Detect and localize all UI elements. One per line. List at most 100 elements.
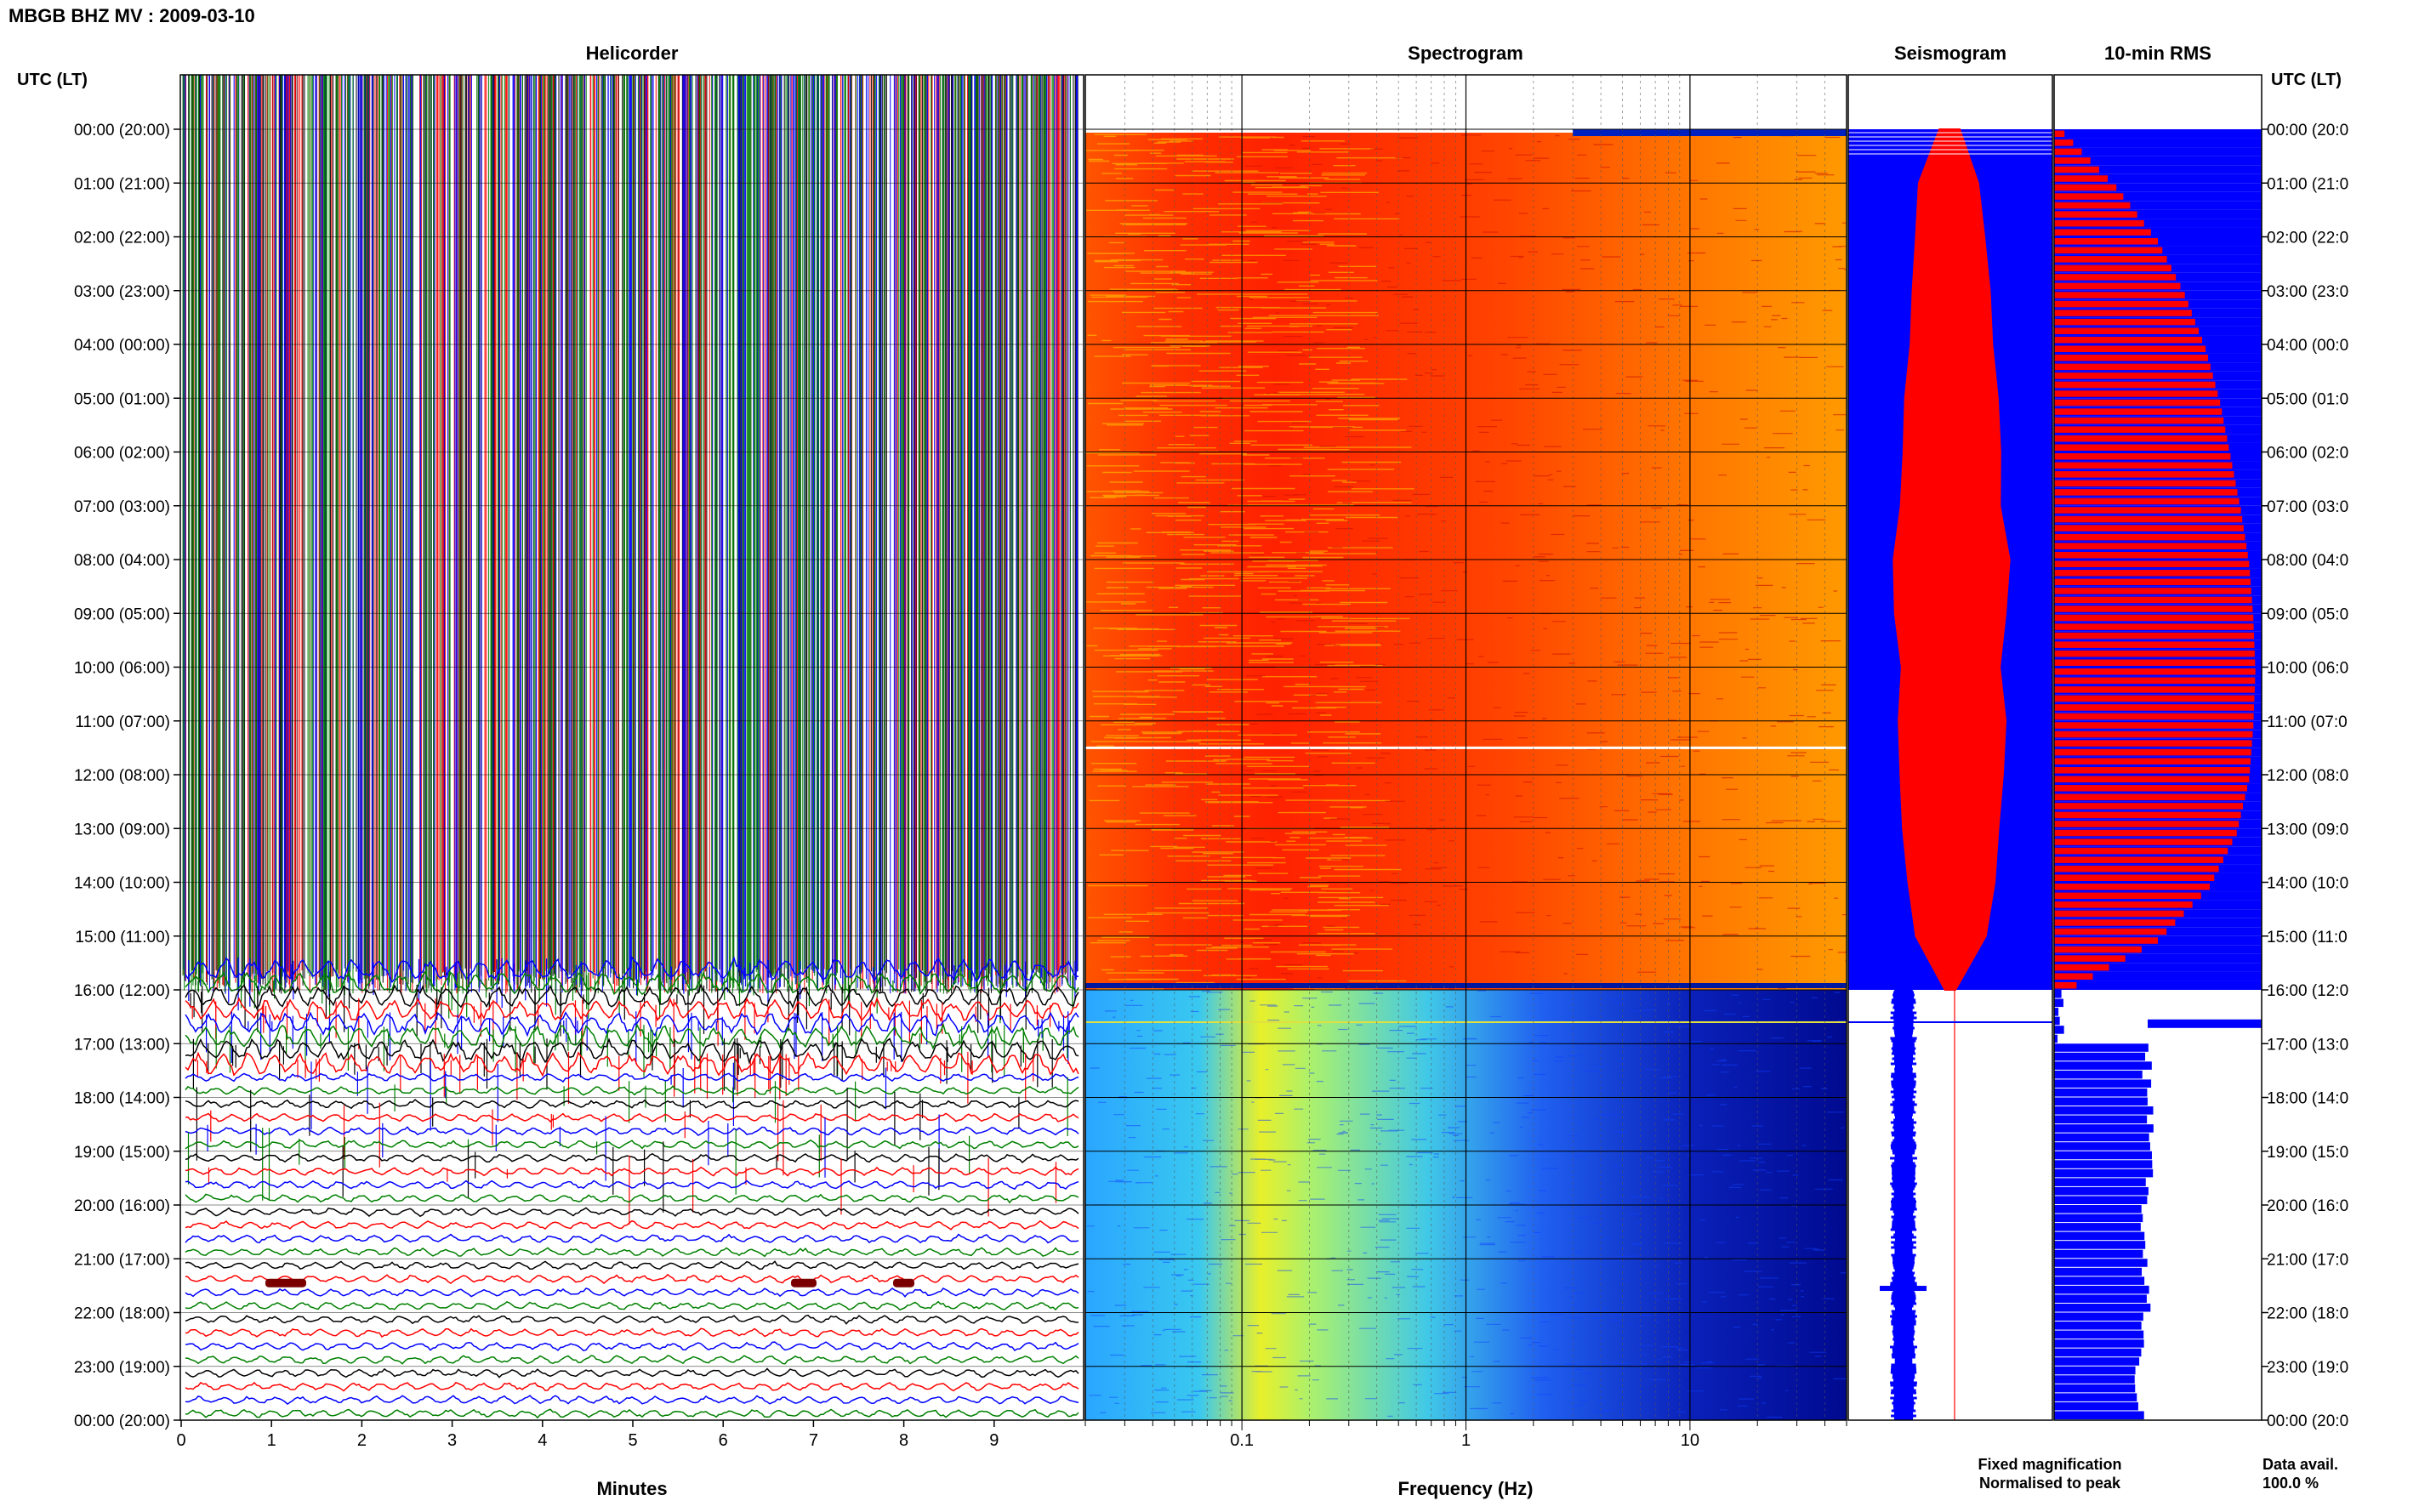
- rms-bar: [2054, 1016, 2060, 1026]
- rms-bar: [2054, 748, 2251, 756]
- rms-bar: [2054, 1276, 2145, 1285]
- rms-bar-bg: [2054, 147, 2262, 156]
- helicorder-transient: [190, 984, 1027, 1037]
- rms-bar: [2054, 865, 2219, 873]
- spectrogram-xtick-label: 10: [1681, 1431, 1699, 1450]
- left-ytick-label: 19:00 (15:00): [74, 1144, 170, 1162]
- left-ytick-label: 15:00 (11:00): [75, 929, 170, 946]
- left-ytick-label: 21:00 (17:00): [74, 1251, 170, 1269]
- rms-bar: [2054, 157, 2091, 164]
- rms-bar: [2054, 1160, 2153, 1168]
- left-ytick-label: 00:00 (20:00): [74, 122, 170, 139]
- rms-bar: [2054, 998, 2063, 1008]
- rms-bar: [2054, 1312, 2143, 1322]
- left-ytick-label: 03:00 (23:00): [74, 283, 170, 301]
- helicorder-trace: [185, 1287, 1079, 1298]
- rms-bar: [2054, 1267, 2143, 1276]
- helicorder-xtick-label: 2: [357, 1431, 367, 1450]
- rms-bar: [2054, 981, 2077, 989]
- rms-bar: [2054, 229, 2151, 236]
- rms-spike: [2148, 1019, 2262, 1028]
- rms-bar: [2054, 1241, 2146, 1249]
- rms-bar-bg: [2054, 201, 2262, 210]
- rms-bar: [2054, 292, 2185, 298]
- right-ytick-label: 16:00 (12:0: [2267, 982, 2348, 1000]
- helicorder-trace: [185, 1367, 1079, 1378]
- rms-bar: [2054, 596, 2252, 604]
- rms-bar: [2054, 659, 2256, 666]
- rms-bar: [2054, 453, 2231, 460]
- rms-bar: [2054, 417, 2224, 424]
- rms-bar: [2054, 525, 2244, 531]
- rms-bar: [2054, 175, 2109, 182]
- rms-bar: [2054, 1196, 2148, 1204]
- left-ytick-label: 07:00 (03:00): [74, 498, 170, 516]
- rms-bar: [2054, 829, 2237, 837]
- right-ytick-label: 08:00 (04:0: [2267, 552, 2348, 570]
- right-ytick-label: 03:00 (23:0: [2267, 283, 2348, 301]
- rms-bar: [2054, 1034, 2058, 1043]
- rms-bar: [2054, 1322, 2142, 1330]
- helicorder-trace: [185, 1099, 1079, 1110]
- seismogram-normalised-envelope: [1893, 128, 2011, 991]
- left-ytick-label: 13:00 (09:00): [74, 821, 170, 838]
- right-ytick-label: 13:00 (09:0: [2267, 821, 2348, 838]
- right-ytick-label: 01:00 (21:0: [2267, 175, 2348, 193]
- seismogram-event: [1880, 1286, 1927, 1292]
- left-ytick-label: 08:00 (04:00): [74, 552, 170, 570]
- rms-bar: [2054, 884, 2210, 890]
- rms-bar: [2054, 148, 2082, 156]
- right-ytick-label: 10:00 (06:0: [2267, 660, 2348, 678]
- rms-bar: [2054, 256, 2167, 263]
- helicorder-title: Helicorder: [586, 43, 679, 64]
- right-ytick-label: 00:00 (20:0: [2267, 122, 2348, 139]
- helicorder-frame: [179, 74, 1084, 1421]
- rms-bar: [2054, 489, 2238, 496]
- helicorder-trace: [185, 1355, 1079, 1365]
- rms-bar: [2054, 901, 2193, 908]
- rms-bar: [2054, 1052, 2146, 1061]
- legend-normalised: Normalised to peak: [1979, 1475, 2121, 1492]
- left-ytick-label: 09:00 (05:00): [74, 605, 170, 623]
- rms-bar-bg: [2054, 219, 2262, 228]
- helicorder-trace: [185, 1179, 1079, 1191]
- rms-bar-bg: [2054, 945, 2262, 954]
- helicorder-trace: [185, 1126, 1079, 1137]
- rms-bar: [2054, 139, 2074, 146]
- rms-bar: [2054, 785, 2247, 792]
- helicorder-trace: [185, 1260, 1079, 1270]
- rms-bar: [2054, 1357, 2140, 1366]
- rms-bar: [2054, 507, 2241, 514]
- rms-bar: [2054, 130, 2065, 138]
- helicorder-trace: [185, 1139, 1079, 1150]
- rms-bar: [2054, 264, 2171, 272]
- helicorder-trace: [185, 1037, 1079, 1065]
- right-ytick-label: 02:00 (22:0: [2267, 230, 2348, 247]
- tick-labels: 0 1 2 3 4 5 6 7 8 9 0.1 1 10 00:00 (20:00) 00:00 (20:0…: [74, 122, 2348, 1450]
- left-ytick-label: 23:00 (19:00): [74, 1359, 170, 1377]
- rms-bar: [2054, 1106, 2154, 1115]
- spectrogram-title: Spectrogram: [1408, 43, 1523, 64]
- rms-bar: [2054, 435, 2228, 442]
- helicorder-trace: [185, 969, 1079, 997]
- right-ytick-label: 20:00 (16:0: [2267, 1197, 2348, 1215]
- helicorder-transient: [342, 1141, 940, 1213]
- rms-bar: [2054, 740, 2252, 747]
- helicorder-trace: [185, 1341, 1079, 1352]
- helicorder-xtick-label: 6: [719, 1431, 728, 1450]
- seismogram-title: Seismogram: [1894, 43, 2006, 64]
- rms-bar: [2054, 578, 2251, 586]
- helicorder-trace: [185, 1193, 1079, 1204]
- left-ytick-label: 01:00 (21:00): [74, 175, 170, 193]
- right-ytick-label: 04:00 (00:0: [2267, 337, 2348, 355]
- left-ytick-label: 22:00 (18:00): [74, 1305, 170, 1323]
- rms-bar: [2054, 668, 2256, 675]
- rms-bar: [2054, 614, 2254, 622]
- seismogram-fixed-quiet-trace: [1890, 988, 1917, 1420]
- rms-bar: [2054, 399, 2221, 406]
- rms-bar: [2054, 515, 2243, 523]
- rms-bar: [2054, 1142, 2150, 1151]
- rms-bar: [2054, 202, 2131, 209]
- right-ytick-label: 18:00 (14:0: [2267, 1090, 2348, 1108]
